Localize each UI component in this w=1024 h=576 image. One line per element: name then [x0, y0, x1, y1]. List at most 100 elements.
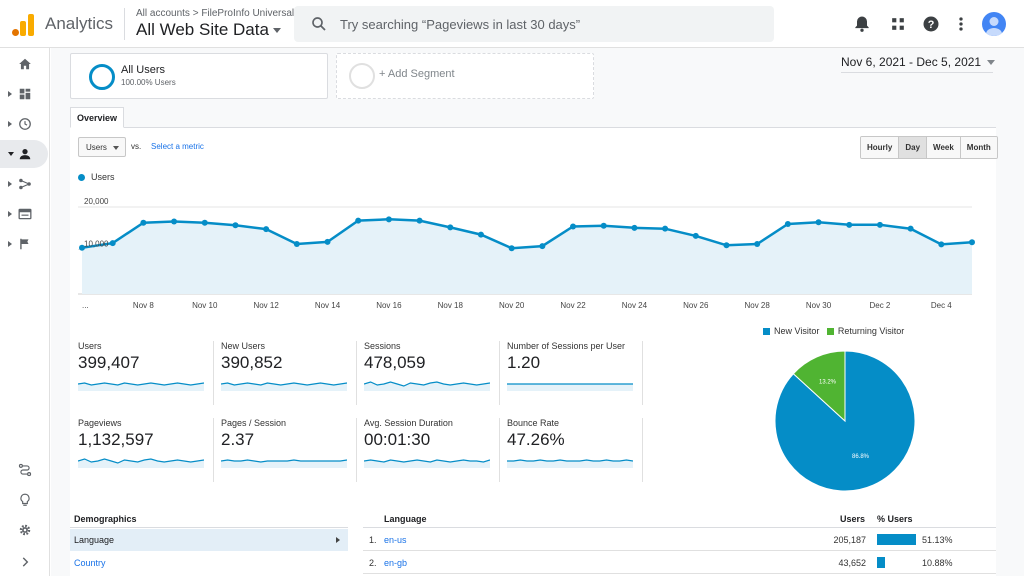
- users-data-point[interactable]: [876, 221, 883, 228]
- avatar[interactable]: [982, 12, 1006, 36]
- nav-acquisition[interactable]: [0, 170, 50, 198]
- table-header-pct-users[interactable]: % Users: [877, 514, 913, 524]
- top-bar: Analytics All accounts > FileProInfo Uni…: [0, 0, 1024, 48]
- x-tick-label: Dec 2: [869, 301, 890, 310]
- sparkline: [364, 459, 490, 468]
- table-header-users[interactable]: Users: [840, 514, 866, 524]
- nav-attribution[interactable]: [0, 456, 50, 484]
- users-data-point[interactable]: [79, 244, 85, 251]
- nav-behavior[interactable]: [0, 200, 50, 228]
- scorecard-bounce-rate[interactable]: Bounce Rate 47.26%: [507, 418, 643, 482]
- scorecard-pageviews[interactable]: Pageviews 1,132,597: [78, 418, 214, 482]
- users-data-point[interactable]: [662, 225, 669, 232]
- scorecard-sessions-per-user[interactable]: Number of Sessions per User 1.20: [507, 341, 643, 405]
- users-data-point[interactable]: [723, 242, 730, 249]
- analytics-logo-icon[interactable]: [12, 12, 34, 36]
- gear-icon: [19, 524, 31, 536]
- users-data-point[interactable]: [324, 238, 331, 245]
- help-icon[interactable]: ?: [921, 14, 941, 34]
- users-data-point[interactable]: [508, 245, 515, 252]
- nav-admin[interactable]: [0, 516, 50, 544]
- users-data-point[interactable]: [140, 219, 147, 226]
- sparkline-fill: [221, 383, 347, 391]
- users-data-point[interactable]: [293, 240, 300, 247]
- users-data-point[interactable]: [631, 224, 638, 231]
- users-data-point[interactable]: [815, 219, 822, 226]
- nav-discover[interactable]: [0, 486, 50, 514]
- legend-dot: [78, 174, 85, 181]
- view-selector[interactable]: All Web Site Data: [136, 20, 281, 40]
- users-data-point[interactable]: [846, 221, 853, 228]
- x-tick-label: ...: [82, 301, 89, 310]
- scorecard-value: 2.37: [221, 430, 255, 449]
- users-data-point[interactable]: [232, 222, 239, 229]
- search-bar[interactable]: [294, 6, 774, 42]
- scorecard-avg-session-duration[interactable]: Avg. Session Duration 00:01:30: [364, 418, 500, 482]
- nav-audience[interactable]: [0, 140, 48, 168]
- row-pct: 51.13%: [922, 535, 953, 545]
- users-data-point[interactable]: [692, 232, 699, 239]
- select-metric-link[interactable]: Select a metric: [151, 142, 204, 151]
- chevron-down-icon: [272, 28, 281, 34]
- add-segment-button[interactable]: + Add Segment: [336, 53, 594, 99]
- users-data-point[interactable]: [477, 231, 484, 238]
- users-data-point[interactable]: [907, 225, 914, 232]
- expand-arrow-icon: [8, 91, 12, 97]
- row-pct-bar: [877, 557, 886, 568]
- scorecard-pages-per-session[interactable]: Pages / Session 2.37: [221, 418, 357, 482]
- nav-home[interactable]: [0, 50, 50, 78]
- period-day-button[interactable]: Day: [899, 137, 928, 158]
- users-data-point[interactable]: [539, 243, 546, 250]
- demographics-item-language[interactable]: Language: [70, 529, 348, 551]
- row-language-link[interactable]: en-gb: [384, 558, 408, 568]
- search-input[interactable]: [340, 14, 760, 34]
- scorecard-sessions[interactable]: Sessions 478,059: [364, 341, 500, 405]
- segment-all-users[interactable]: All Users 100.00% Users: [70, 53, 328, 99]
- tab-overview[interactable]: Overview: [70, 107, 124, 128]
- users-data-point[interactable]: [385, 216, 392, 223]
- users-data-point[interactable]: [784, 221, 791, 227]
- demographics-title: Demographics: [74, 514, 137, 524]
- users-data-point[interactable]: [754, 240, 761, 247]
- scorecard-label: New Users: [221, 341, 266, 351]
- customization-icon: [19, 88, 31, 100]
- users-data-point[interactable]: [201, 219, 208, 226]
- metric-select[interactable]: Users: [78, 137, 126, 157]
- apps-grid-icon[interactable]: [888, 14, 908, 34]
- demographics-item-country[interactable]: Country: [70, 552, 348, 574]
- period-month-button[interactable]: Month: [960, 137, 997, 158]
- users-data-point[interactable]: [416, 217, 423, 224]
- y-tick-label: 10,000: [84, 240, 109, 249]
- bell-icon[interactable]: [852, 14, 872, 34]
- users-data-point[interactable]: [969, 239, 975, 246]
- users-data-point[interactable]: [109, 240, 116, 247]
- pie-slice-returning-visitor[interactable]: [792, 350, 846, 423]
- scorecard-value: 00:01:30: [364, 430, 431, 449]
- scorecard-users[interactable]: Users 399,407: [78, 341, 214, 405]
- users-data-point[interactable]: [263, 226, 270, 233]
- period-hourly-button[interactable]: Hourly: [861, 137, 900, 158]
- nav-customization[interactable]: [0, 80, 50, 108]
- users-data-point[interactable]: [171, 218, 178, 225]
- users-data-point[interactable]: [355, 217, 362, 224]
- more-vert-icon[interactable]: [951, 14, 971, 34]
- nav-conversions[interactable]: [0, 230, 50, 258]
- account-breadcrumb[interactable]: All accounts > FileProInfo Universal: [136, 8, 295, 19]
- expand-arrow-icon: [8, 121, 12, 127]
- table-row: 2. en-gb 43,652 10.88%: [363, 552, 996, 574]
- scorecard-new-users[interactable]: New Users 390,852: [221, 341, 357, 405]
- users-data-point[interactable]: [570, 223, 577, 230]
- lightbulb-icon: [20, 493, 30, 506]
- row-language-link[interactable]: en-us: [384, 535, 407, 545]
- users-data-point[interactable]: [447, 224, 454, 231]
- users-data-point[interactable]: [938, 241, 945, 248]
- users-data-point[interactable]: [600, 222, 607, 229]
- expand-arrow-icon: [8, 211, 12, 217]
- nav-expand[interactable]: [0, 548, 50, 576]
- app-title: Analytics: [45, 14, 114, 33]
- period-week-button[interactable]: Week: [927, 137, 961, 158]
- scorecard-label: Pages / Session: [221, 418, 287, 428]
- date-range-picker[interactable]: Nov 6, 2021 - Dec 5, 2021: [841, 55, 996, 69]
- scorecard-value: 47.26%: [507, 430, 565, 449]
- nav-realtime[interactable]: [0, 110, 50, 138]
